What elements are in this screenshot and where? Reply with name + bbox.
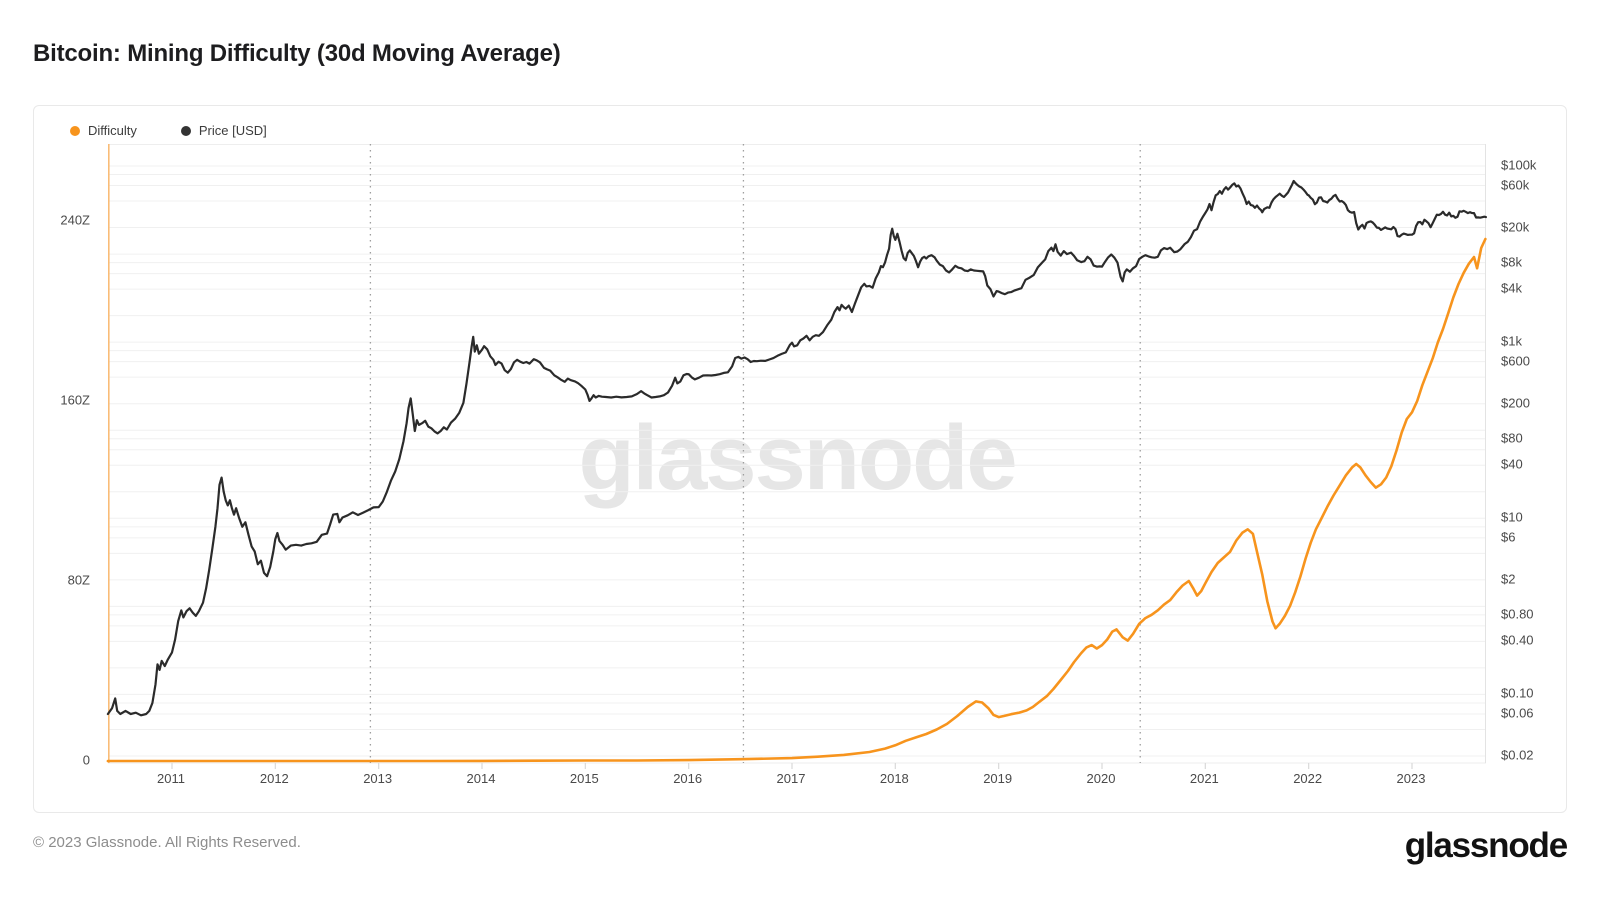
price-legend-dot-icon xyxy=(180,125,191,136)
chart-card: Difficulty Price [USD] glassnode xyxy=(33,105,1567,813)
legend-label-difficulty: Difficulty xyxy=(88,123,137,138)
chart-legend: Difficulty Price [USD] xyxy=(70,123,267,138)
legend-item-price[interactable]: Price [USD] xyxy=(180,123,267,138)
legend-label-price: Price [USD] xyxy=(198,123,267,138)
page-title: Bitcoin: Mining Difficulty (30d Moving A… xyxy=(33,40,561,67)
difficulty-legend-dot-icon xyxy=(70,125,80,136)
legend-item-difficulty[interactable]: Difficulty xyxy=(70,123,137,138)
chart-plot-area[interactable] xyxy=(106,144,1488,769)
glassnode-logo: glassnode xyxy=(1404,826,1569,865)
copyright-text: © 2023 Glassnode. All Rights Reserved. xyxy=(33,834,301,851)
